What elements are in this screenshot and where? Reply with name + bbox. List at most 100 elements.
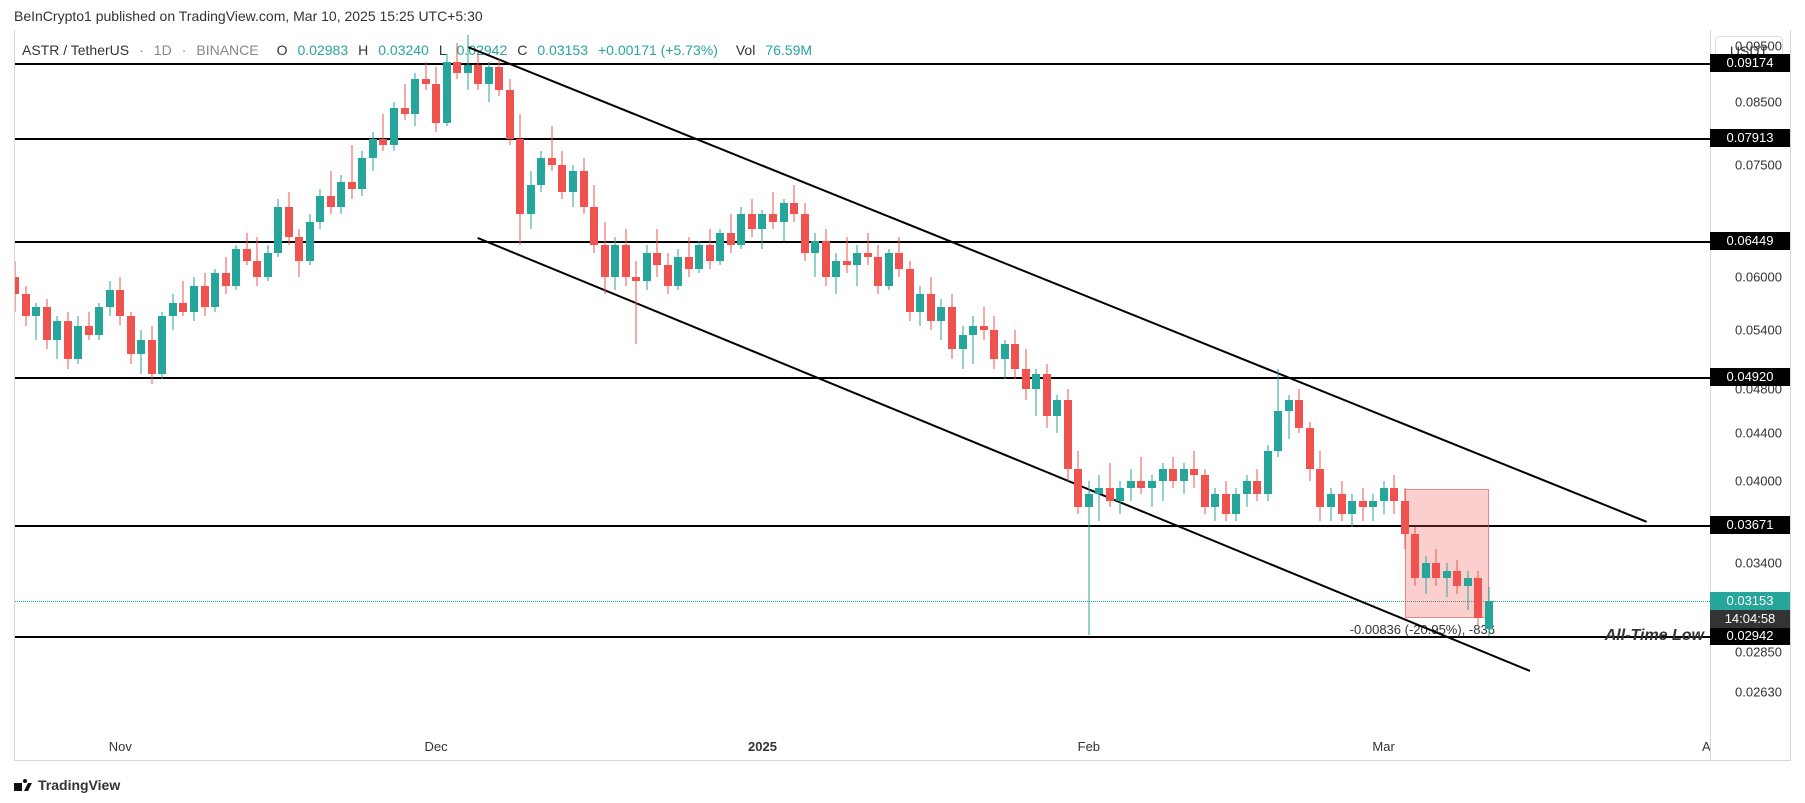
candle[interactable] xyxy=(190,30,198,760)
candle[interactable] xyxy=(1411,30,1419,760)
candle[interactable] xyxy=(390,30,398,760)
candle[interactable] xyxy=(790,30,798,760)
candle[interactable] xyxy=(948,30,956,760)
candle[interactable] xyxy=(127,30,135,760)
candle[interactable] xyxy=(937,30,945,760)
candle[interactable] xyxy=(758,30,766,760)
candle[interactable] xyxy=(1306,30,1314,760)
candle[interactable] xyxy=(158,30,166,760)
candle[interactable] xyxy=(1011,30,1019,760)
candle[interactable] xyxy=(1148,30,1156,760)
candle[interactable] xyxy=(1159,30,1167,760)
candle[interactable] xyxy=(1085,30,1093,760)
candle[interactable] xyxy=(1464,30,1472,760)
candle[interactable] xyxy=(1232,30,1240,760)
candle[interactable] xyxy=(474,30,482,760)
candle[interactable] xyxy=(22,30,30,760)
candle[interactable] xyxy=(306,30,314,760)
candle[interactable] xyxy=(1064,30,1072,760)
candle[interactable] xyxy=(15,30,19,760)
candle[interactable] xyxy=(685,30,693,760)
candle[interactable] xyxy=(1369,30,1377,760)
candle[interactable] xyxy=(1264,30,1272,760)
candle[interactable] xyxy=(222,30,230,760)
candle[interactable] xyxy=(569,30,577,760)
candle[interactable] xyxy=(864,30,872,760)
candle[interactable] xyxy=(769,30,777,760)
candle[interactable] xyxy=(148,30,156,760)
candle[interactable] xyxy=(285,30,293,760)
candle[interactable] xyxy=(590,30,598,760)
candle[interactable] xyxy=(1380,30,1388,760)
candle[interactable] xyxy=(485,30,493,760)
candle[interactable] xyxy=(716,30,724,760)
candle[interactable] xyxy=(295,30,303,760)
candle[interactable] xyxy=(1095,30,1103,760)
candle[interactable] xyxy=(1032,30,1040,760)
candle[interactable] xyxy=(1137,30,1145,760)
candle[interactable] xyxy=(337,30,345,760)
candle[interactable] xyxy=(885,30,893,760)
candle[interactable] xyxy=(895,30,903,760)
candle[interactable] xyxy=(853,30,861,760)
candle[interactable] xyxy=(601,30,609,760)
candle[interactable] xyxy=(495,30,503,760)
candle[interactable] xyxy=(1022,30,1030,760)
candle[interactable] xyxy=(1211,30,1219,760)
candle[interactable] xyxy=(369,30,377,760)
candle[interactable] xyxy=(548,30,556,760)
candle[interactable] xyxy=(1243,30,1251,760)
candle[interactable] xyxy=(990,30,998,760)
candle[interactable] xyxy=(32,30,40,760)
candle[interactable] xyxy=(969,30,977,760)
candle[interactable] xyxy=(464,30,472,760)
candle[interactable] xyxy=(558,30,566,760)
chart-plot[interactable]: NovDec2025FebMarAp-0.00836 (-20.95%), -8… xyxy=(15,30,1710,760)
candle[interactable] xyxy=(632,30,640,760)
candle[interactable] xyxy=(169,30,177,760)
candle[interactable] xyxy=(1001,30,1009,760)
candle[interactable] xyxy=(1348,30,1356,760)
candle[interactable] xyxy=(622,30,630,760)
candle[interactable] xyxy=(706,30,714,760)
candle[interactable] xyxy=(1485,30,1493,760)
candle[interactable] xyxy=(1169,30,1177,760)
candle[interactable] xyxy=(611,30,619,760)
candle[interactable] xyxy=(1401,30,1409,760)
candle[interactable] xyxy=(1043,30,1051,760)
candle[interactable] xyxy=(43,30,51,760)
candle[interactable] xyxy=(1106,30,1114,760)
candle[interactable] xyxy=(64,30,72,760)
candle[interactable] xyxy=(116,30,124,760)
candle[interactable] xyxy=(580,30,588,760)
candle[interactable] xyxy=(211,30,219,760)
candle[interactable] xyxy=(1316,30,1324,760)
candle[interactable] xyxy=(1201,30,1209,760)
candle[interactable] xyxy=(643,30,651,760)
candle[interactable] xyxy=(916,30,924,760)
candle[interactable] xyxy=(801,30,809,760)
candle[interactable] xyxy=(1253,30,1261,760)
candle[interactable] xyxy=(843,30,851,760)
candle[interactable] xyxy=(264,30,272,760)
candle[interactable] xyxy=(1453,30,1461,760)
candle[interactable] xyxy=(253,30,261,760)
candle[interactable] xyxy=(811,30,819,760)
candle[interactable] xyxy=(1432,30,1440,760)
candle[interactable] xyxy=(695,30,703,760)
candle[interactable] xyxy=(516,30,524,760)
candle[interactable] xyxy=(201,30,209,760)
candle[interactable] xyxy=(1053,30,1061,760)
candle[interactable] xyxy=(358,30,366,760)
candle[interactable] xyxy=(348,30,356,760)
candle[interactable] xyxy=(1474,30,1482,760)
candle[interactable] xyxy=(664,30,672,760)
price-axis[interactable]: 0.095000.085000.075000.060000.054000.048… xyxy=(1710,30,1790,760)
candle[interactable] xyxy=(527,30,535,760)
candle[interactable] xyxy=(1422,30,1430,760)
candle[interactable] xyxy=(980,30,988,760)
candle[interactable] xyxy=(1116,30,1124,760)
candle[interactable] xyxy=(1338,30,1346,760)
candle[interactable] xyxy=(1127,30,1135,760)
candle[interactable] xyxy=(727,30,735,760)
